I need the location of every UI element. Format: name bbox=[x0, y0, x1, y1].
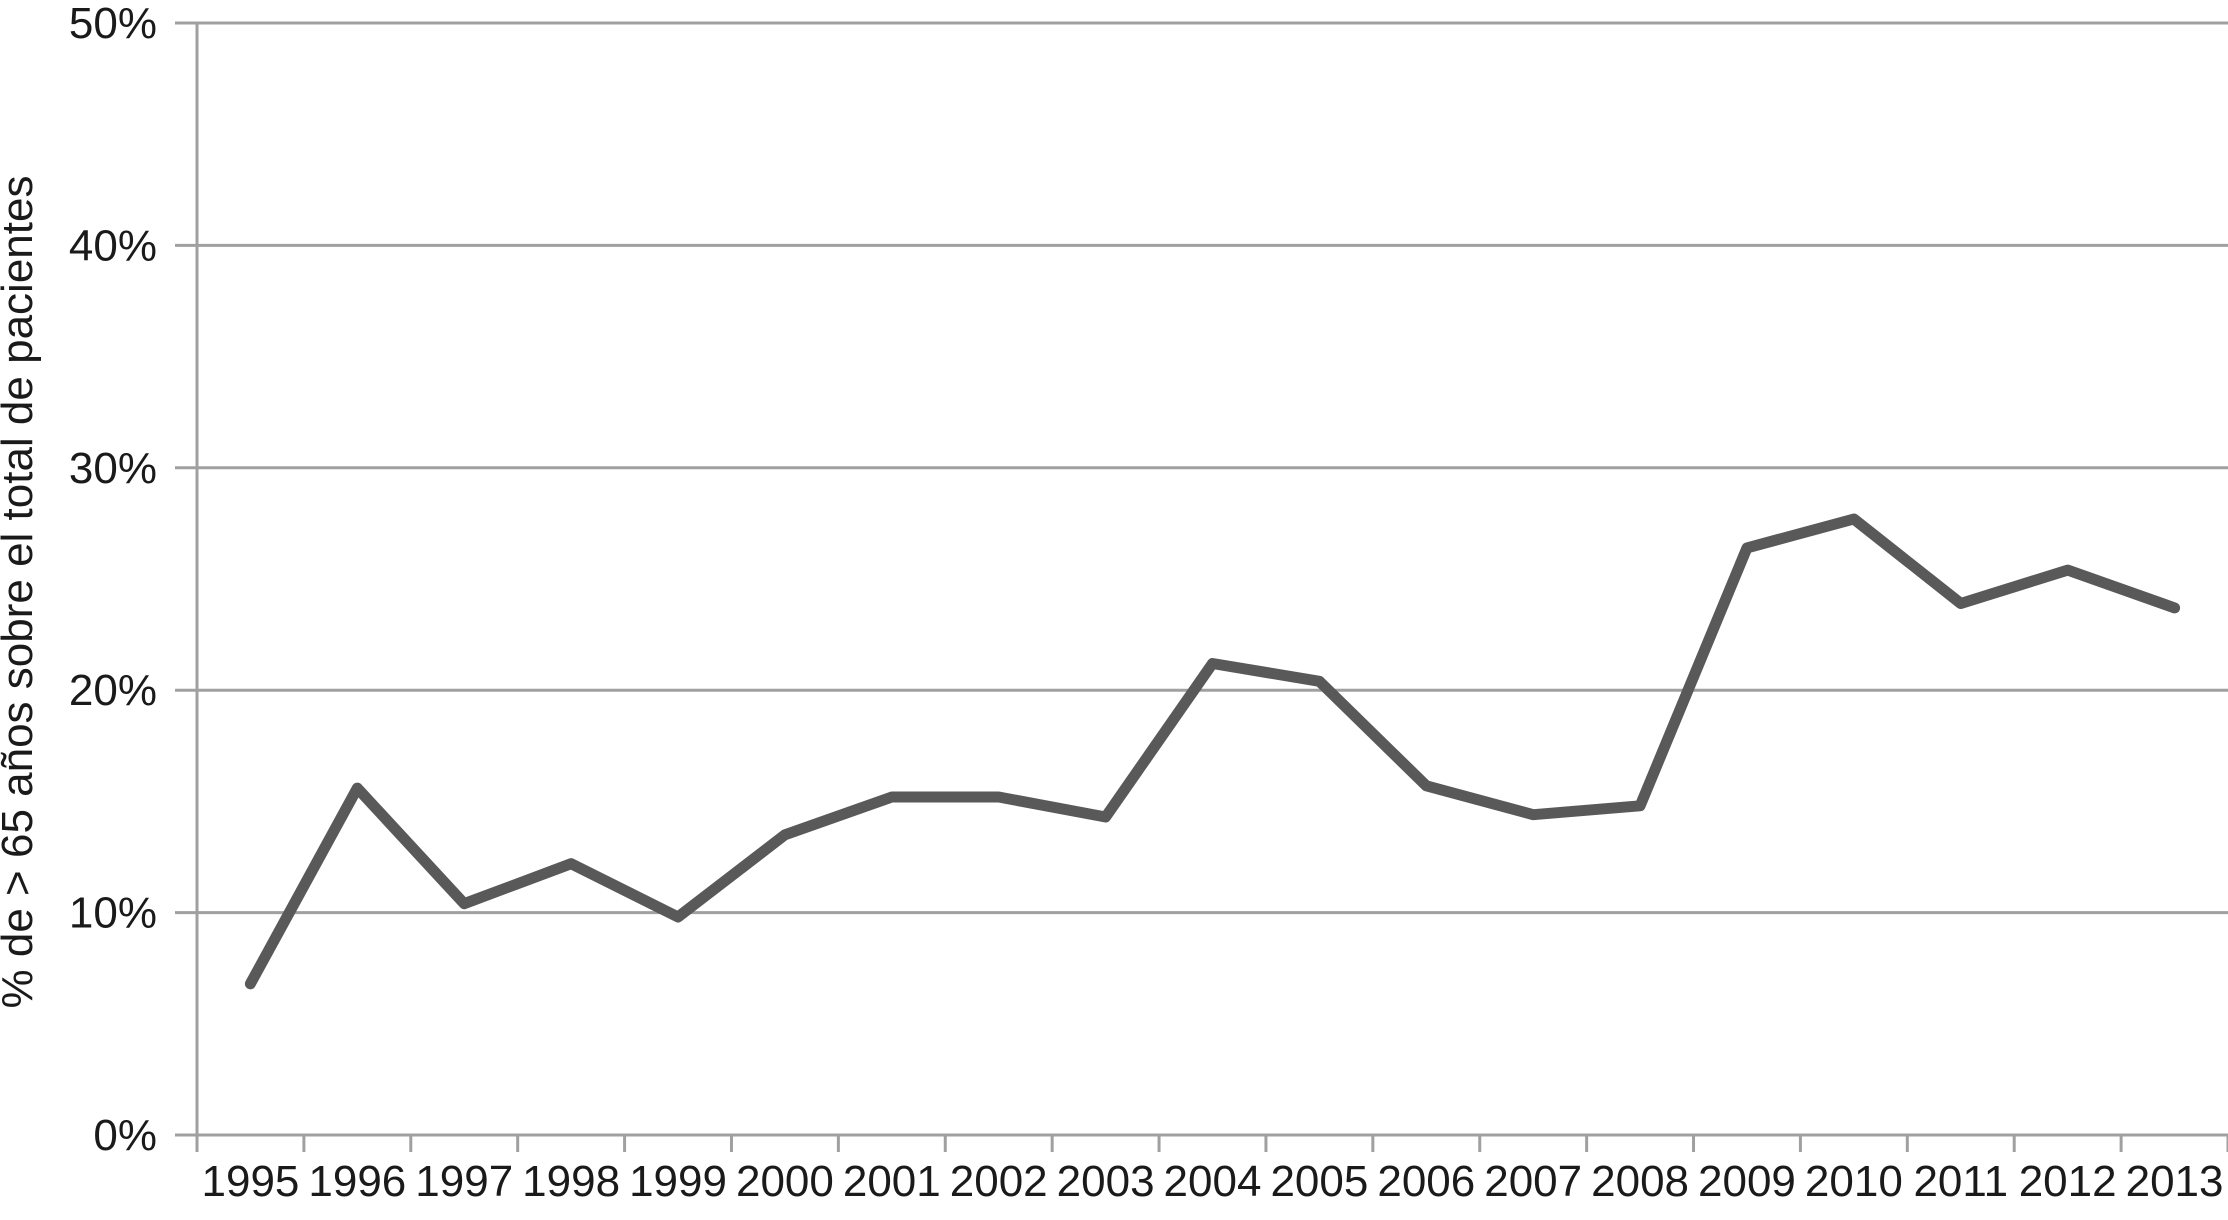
x-tick-label: 2012 bbox=[2019, 1157, 2117, 1206]
x-tick-label: 2005 bbox=[1270, 1157, 1368, 1206]
y-axis-labels: 0% 10% 20% 30% 40% 50% bbox=[69, 0, 157, 1160]
x-tick-label: 2003 bbox=[1057, 1157, 1155, 1206]
x-tick-label: 1996 bbox=[308, 1157, 406, 1206]
y-tick-label: 0% bbox=[93, 1111, 157, 1160]
y-axis-title: % de > 65 años sobre el total de pacient… bbox=[0, 176, 42, 1009]
x-tick-label: 1998 bbox=[522, 1157, 620, 1206]
x-tick-label: 2006 bbox=[1377, 1157, 1475, 1206]
x-tick-label: 2011 bbox=[1913, 1157, 2008, 1206]
x-tick-label: 2001 bbox=[843, 1157, 941, 1206]
y-tick-label: 30% bbox=[69, 444, 157, 493]
x-tick-label: 1997 bbox=[415, 1157, 513, 1206]
x-tick-label: 1995 bbox=[202, 1157, 300, 1206]
x-axis-labels: 1995 1996 1997 1998 1999 2000 2001 2002 2003 2004… bbox=[202, 1157, 2224, 1206]
x-tick-label: 2010 bbox=[1805, 1157, 1903, 1206]
y-tick-label: 10% bbox=[69, 889, 157, 938]
y-tick-label: 50% bbox=[69, 0, 157, 48]
x-tick-label: 2007 bbox=[1484, 1157, 1582, 1206]
y-tick-label: 40% bbox=[69, 221, 157, 270]
x-tick-label: 2009 bbox=[1698, 1157, 1796, 1206]
x-tick-label: 2013 bbox=[2126, 1157, 2224, 1206]
x-tick-label: 2004 bbox=[1164, 1157, 1262, 1206]
x-axis-ticks bbox=[195, 1135, 2228, 1152]
gridlines bbox=[197, 21, 2228, 915]
x-tick-label: 2000 bbox=[736, 1157, 834, 1206]
data-line bbox=[244, 513, 2181, 990]
axes bbox=[175, 23, 2228, 1152]
x-tick-label: 1999 bbox=[629, 1157, 727, 1206]
y-tick-label: 20% bbox=[69, 666, 157, 715]
x-tick-label: 2002 bbox=[950, 1157, 1048, 1206]
y-axis-ticks bbox=[175, 21, 197, 1137]
x-tick-label: 2008 bbox=[1591, 1157, 1689, 1206]
